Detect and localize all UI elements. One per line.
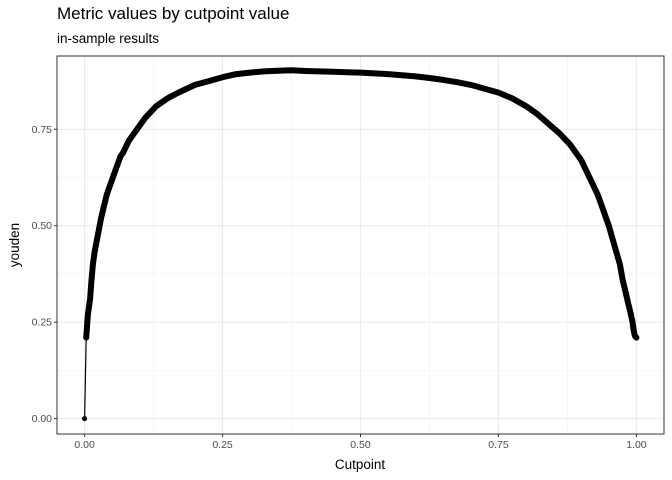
data-point: [142, 115, 148, 121]
data-point: [153, 103, 159, 109]
series-layer: [81, 67, 640, 422]
data-point: [98, 215, 104, 221]
y-tick-label: 0.25: [32, 317, 53, 329]
data-point: [606, 223, 612, 229]
data-point: [175, 90, 181, 96]
y-tick-label: 0.75: [32, 124, 53, 136]
data-point: [192, 82, 198, 88]
data-point: [629, 319, 636, 325]
data-point: [413, 73, 419, 80]
data-point: [595, 192, 601, 198]
data-point: [468, 82, 474, 88]
data-point: [96, 226, 102, 233]
x-tick-label: 0.00: [74, 439, 95, 451]
data-point: [578, 157, 584, 163]
data-point: [233, 71, 239, 77]
data-point: [126, 138, 132, 144]
data-point: [385, 71, 391, 77]
x-tick-label: 0.75: [488, 439, 509, 451]
data-point: [454, 79, 460, 85]
data-point: [84, 319, 90, 325]
y-axis: 0.00 0.25 0.50 0.75: [32, 124, 57, 425]
data-point: [112, 169, 118, 175]
chart-subtitle: in-sample results: [57, 31, 160, 46]
data-point: [148, 109, 154, 115]
data-point: [399, 72, 405, 78]
data-point: [426, 75, 433, 81]
data-point: [495, 90, 502, 96]
data-point: [316, 68, 322, 75]
y-axis-title: youden: [7, 223, 22, 267]
data-point: [247, 69, 253, 76]
data-point: [534, 111, 540, 117]
data-point: [84, 327, 90, 333]
data-point: [104, 192, 110, 198]
data-point: [617, 261, 623, 267]
data-point: [206, 78, 212, 84]
data-point: [101, 203, 107, 210]
data-point: [137, 122, 143, 129]
data-point: [261, 68, 267, 75]
data-point: [589, 180, 595, 186]
data-point: [567, 142, 573, 148]
data-point: [628, 311, 634, 318]
data-point: [91, 250, 98, 256]
data-point: [625, 300, 631, 306]
data-point: [288, 67, 295, 73]
grid-major: [57, 56, 664, 434]
data-point: [94, 238, 100, 244]
data-point: [117, 153, 124, 159]
data-point: [344, 69, 350, 75]
data-point: [275, 68, 281, 74]
y-tick-label: 0.50: [32, 220, 53, 232]
data-point: [120, 149, 126, 156]
data-point: [164, 95, 170, 102]
data-point: [620, 277, 626, 283]
data-point: [631, 327, 637, 333]
data-point: [109, 176, 115, 183]
x-axis-title: Cutpoint: [335, 457, 386, 472]
data-point: [83, 334, 89, 341]
data-point: [88, 280, 94, 287]
data-point: [482, 86, 488, 92]
data-point: [440, 77, 446, 83]
data-point: [545, 120, 551, 127]
data-point: [330, 69, 336, 75]
data-point: [115, 161, 121, 167]
x-axis: 0.00 0.25 0.50 0.75 1.00: [74, 434, 647, 451]
y-tick-label: 0.00: [32, 413, 53, 425]
data-point: [219, 74, 226, 80]
data-point: [106, 184, 113, 190]
data-point: [86, 304, 92, 310]
data-point: [509, 95, 515, 102]
data-point: [600, 207, 606, 213]
data-point: [90, 261, 96, 267]
data-point: [357, 69, 364, 76]
data-point: [87, 296, 93, 302]
x-tick-label: 0.50: [350, 439, 371, 451]
data-point: [371, 70, 377, 76]
data-point: [131, 130, 137, 136]
chart-title: Metric values by cutpoint value: [57, 4, 290, 23]
data-point: [523, 103, 529, 109]
x-tick-label: 1.00: [626, 439, 647, 451]
data-point: [611, 242, 617, 248]
x-tick-label: 0.25: [212, 439, 233, 451]
data-point: [633, 334, 640, 341]
data-point: [556, 130, 562, 136]
data-point: [85, 311, 91, 318]
data-point: [622, 288, 628, 294]
data-point: [81, 415, 88, 422]
data-point: [302, 68, 308, 74]
